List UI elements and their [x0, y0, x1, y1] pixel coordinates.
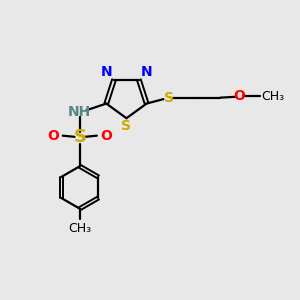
Text: S: S	[73, 128, 86, 146]
Text: S: S	[122, 119, 131, 133]
Text: CH₃: CH₃	[68, 222, 91, 235]
Text: NH: NH	[68, 105, 92, 119]
Text: O: O	[233, 89, 245, 103]
Text: O: O	[47, 129, 59, 143]
Text: CH₃: CH₃	[261, 90, 285, 103]
Text: O: O	[100, 129, 112, 143]
Text: N: N	[141, 65, 152, 79]
Text: S: S	[164, 91, 174, 105]
Text: N: N	[100, 65, 112, 79]
